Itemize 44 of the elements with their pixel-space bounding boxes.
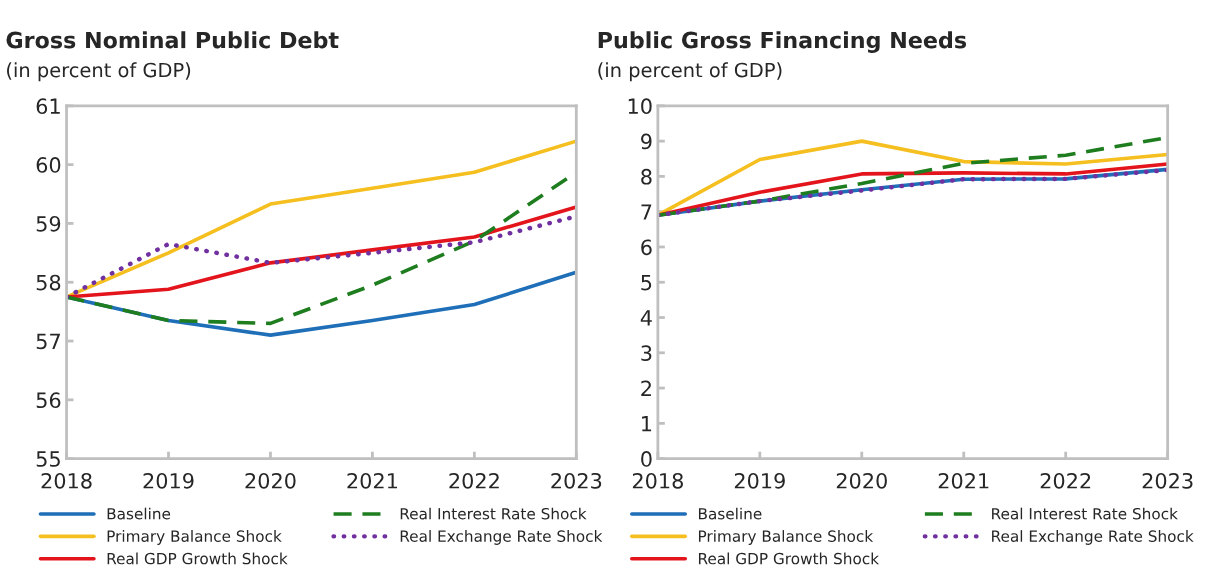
y-tick-label: 8 xyxy=(641,168,652,185)
y-tick-label: 4 xyxy=(640,310,652,326)
legend-label: Primary Balance Shock xyxy=(107,530,282,545)
y-tick-label: 60 xyxy=(36,157,61,173)
y-tick-label: 0 xyxy=(641,451,652,467)
x-tick-label: 2020 xyxy=(245,472,296,489)
x-tick-label: 2021 xyxy=(938,472,989,489)
legend-label: Baseline xyxy=(698,507,762,520)
y-tick-label: 2 xyxy=(641,380,651,396)
y-tick-label: 5 xyxy=(641,274,652,291)
legend-label: Real Exchange Rate Shock xyxy=(400,530,603,545)
x-tick-label: 2020 xyxy=(836,472,887,489)
x-tick-label: 2018 xyxy=(41,472,92,489)
x-tick-label: 2019 xyxy=(734,472,785,489)
x-tick-label: 2021 xyxy=(347,472,397,489)
y-tick-label: 61 xyxy=(36,98,60,115)
x-tick-label: 2019 xyxy=(143,472,194,489)
y-tick-label: 56 xyxy=(36,392,61,409)
legend-label: Baseline xyxy=(107,507,171,520)
y-tick-label: 59 xyxy=(36,215,61,232)
y-tick-label: 57 xyxy=(36,333,60,350)
legend-label: Real Interest Rate Shock xyxy=(992,507,1178,520)
chart-title: Gross Nominal Public Debt xyxy=(6,31,339,49)
y-tick-label: 6 xyxy=(641,239,652,256)
y-tick-label: 7 xyxy=(641,204,652,220)
x-tick-label: 2018 xyxy=(632,472,683,489)
x-tick-label: 2023 xyxy=(1142,472,1193,489)
y-tick-label: 9 xyxy=(641,133,652,150)
y-tick-label: 3 xyxy=(641,345,652,362)
x-tick-label: 2022 xyxy=(1040,472,1091,489)
legend-label: Real Exchange Rate Shock xyxy=(992,530,1194,545)
y-tick-label: 55 xyxy=(36,451,60,467)
y-tick-label: 10 xyxy=(628,98,652,115)
legend-label: Real Interest Rate Shock xyxy=(400,507,587,520)
legend-label: Real GDP Growth Shock xyxy=(107,552,288,565)
x-tick-label: 2023 xyxy=(551,472,602,489)
y-tick-label: 1 xyxy=(642,416,652,432)
chart-title: Public Gross Financing Needs xyxy=(598,31,967,53)
legend-label: Primary Balance Shock xyxy=(698,530,874,545)
chart-subtitle: (in percent of GDP) xyxy=(598,62,782,82)
chart-subtitle: (in percent of GDP) xyxy=(7,62,191,82)
y-tick-label: 58 xyxy=(36,274,61,291)
x-tick-label: 2022 xyxy=(449,472,499,489)
legend-label: Real GDP Growth Shock xyxy=(698,552,880,565)
